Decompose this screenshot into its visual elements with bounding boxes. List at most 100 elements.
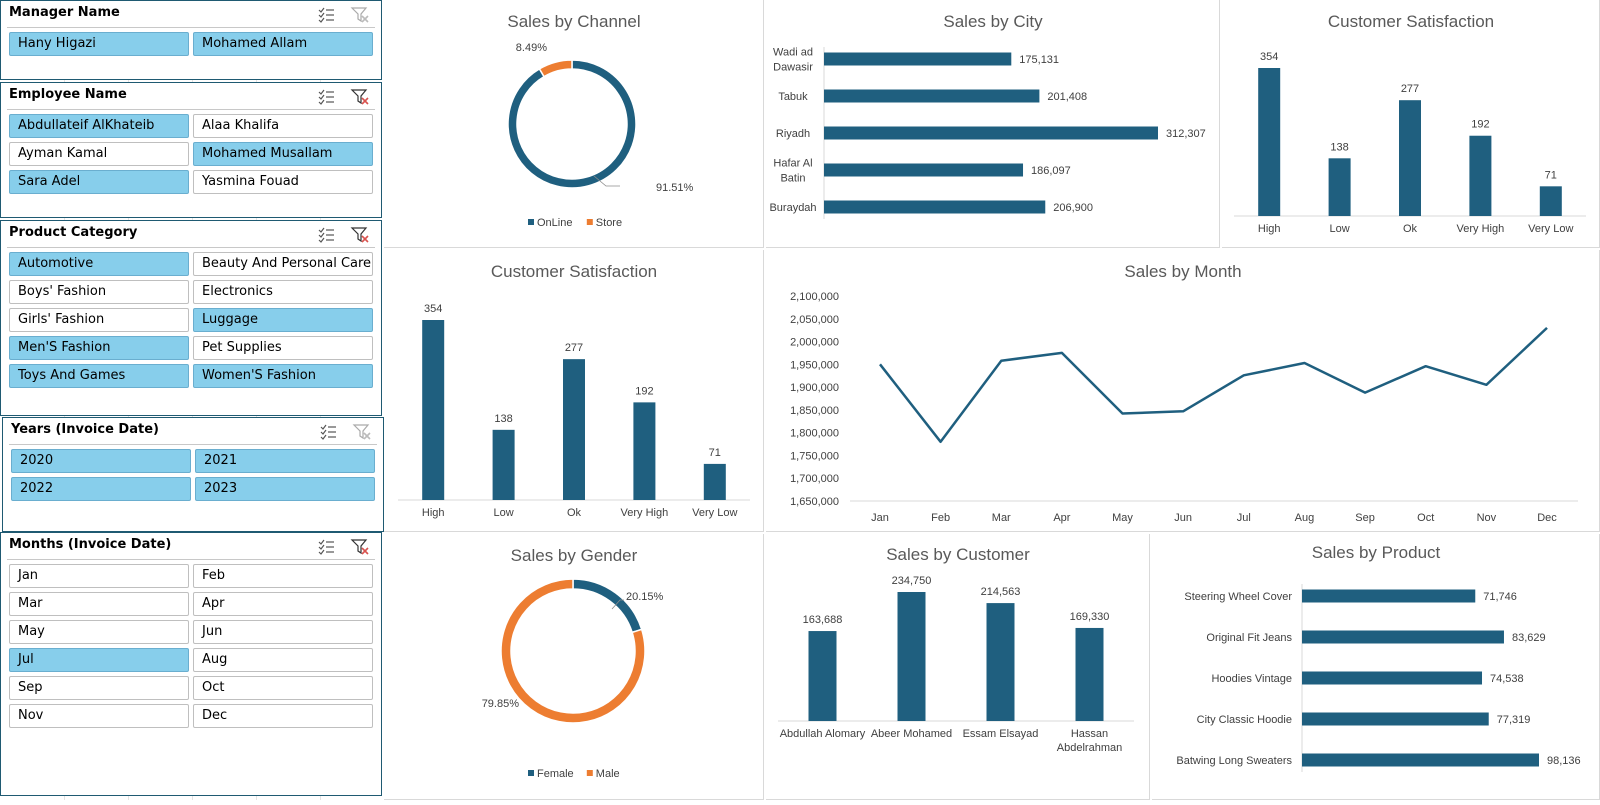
slicer-item[interactable]: Aug bbox=[193, 648, 373, 672]
slicer-item[interactable]: Electronics bbox=[193, 280, 373, 304]
slicer-item[interactable]: 2023 bbox=[195, 477, 375, 501]
slicer-item[interactable]: Toys And Games bbox=[9, 364, 189, 388]
pie-slice[interactable] bbox=[572, 578, 643, 634]
clear-cross bbox=[361, 97, 369, 105]
bar[interactable] bbox=[703, 463, 726, 500]
slicer-item[interactable]: Automotive bbox=[9, 252, 189, 276]
slicer-item[interactable]: 2020 bbox=[11, 449, 191, 473]
x-tick-label: Oct bbox=[1417, 512, 1434, 524]
slicer-item[interactable]: Nov bbox=[9, 704, 189, 728]
slicer-item[interactable]: Girls' Fashion bbox=[9, 308, 189, 332]
slicer-item[interactable]: Sara Adel bbox=[9, 170, 189, 194]
bar[interactable] bbox=[1539, 186, 1562, 216]
y-tick-label: 1,700,000 bbox=[790, 473, 839, 485]
bar[interactable] bbox=[1302, 753, 1539, 767]
multi-select-icon[interactable] bbox=[318, 539, 334, 555]
bar[interactable] bbox=[824, 89, 1040, 103]
check-mark bbox=[318, 12, 325, 18]
slicer-item[interactable]: Women'S Fashion bbox=[193, 364, 373, 388]
clear-filter-icon[interactable] bbox=[350, 7, 369, 23]
clear-filter-icon[interactable] bbox=[350, 539, 369, 555]
bar[interactable] bbox=[1399, 100, 1421, 216]
slicer-item[interactable]: Pet Supplies bbox=[193, 336, 373, 360]
bar[interactable] bbox=[824, 200, 1046, 214]
slicer-product-category: Product Category Automotive Beauty And Pe… bbox=[0, 220, 382, 416]
x-tick-label: Nov bbox=[1477, 512, 1497, 524]
check-mark bbox=[320, 429, 327, 435]
bar[interactable] bbox=[824, 163, 1024, 177]
slicer-item[interactable]: Abdullateif AlKhateib bbox=[9, 114, 189, 138]
clear-filter-icon[interactable] bbox=[350, 227, 369, 243]
funnel-shape bbox=[350, 539, 368, 555]
bar[interactable] bbox=[1075, 627, 1104, 721]
bar[interactable] bbox=[1469, 135, 1492, 216]
pie-slice[interactable] bbox=[538, 59, 573, 78]
slicer-item[interactable]: Luggage bbox=[193, 308, 373, 332]
clear-filter-icon[interactable] bbox=[350, 89, 369, 105]
slicer-item[interactable]: Mohamed Musallam bbox=[193, 142, 373, 166]
slicer-item[interactable]: 2021 bbox=[195, 449, 375, 473]
slicer-item[interactable]: May bbox=[9, 620, 189, 644]
tick-label: Low bbox=[1330, 223, 1350, 235]
series-line[interactable] bbox=[879, 326, 1548, 444]
divider bbox=[7, 247, 375, 248]
bar[interactable] bbox=[563, 359, 585, 500]
clear-filter-icon[interactable] bbox=[352, 424, 371, 440]
x-tick-label: Feb bbox=[931, 512, 950, 524]
bar[interactable] bbox=[808, 631, 837, 721]
bar[interactable] bbox=[1328, 158, 1351, 216]
tick-label: Steering Wheel Cover bbox=[1184, 591, 1292, 603]
slicer-item[interactable]: Beauty And Personal Care bbox=[193, 252, 373, 276]
multi-select-icon[interactable] bbox=[320, 424, 336, 440]
slicer-item[interactable]: 2022 bbox=[11, 477, 191, 501]
bar[interactable] bbox=[1302, 630, 1504, 644]
bar[interactable] bbox=[897, 592, 926, 721]
bar[interactable] bbox=[422, 320, 445, 500]
slicer-item[interactable]: Hany Higazi bbox=[9, 32, 189, 56]
slicer-item[interactable]: Sep bbox=[9, 676, 189, 700]
check-mark bbox=[318, 549, 325, 555]
slicer-item[interactable]: Dec bbox=[193, 704, 373, 728]
x-tick-label: Jan bbox=[871, 512, 889, 524]
slicer-item[interactable]: Jun bbox=[193, 620, 373, 644]
bar[interactable] bbox=[1302, 712, 1489, 726]
pie-slice[interactable] bbox=[500, 578, 646, 724]
tick-label: Batin bbox=[780, 173, 805, 185]
slicer-item[interactable]: Oct bbox=[193, 676, 373, 700]
slicer-item[interactable]: Yasmina Fouad bbox=[193, 170, 373, 194]
slicer-items: Hany Higazi Mohamed Allam bbox=[9, 32, 373, 56]
multi-select-icon[interactable] bbox=[318, 89, 334, 105]
bar[interactable] bbox=[824, 126, 1158, 140]
slicer-item[interactable]: Mohamed Allam bbox=[193, 32, 373, 56]
pie-slice[interactable] bbox=[507, 59, 637, 189]
bar[interactable] bbox=[492, 429, 515, 500]
bar[interactable] bbox=[1302, 671, 1483, 685]
y-tick-label: 1,800,000 bbox=[790, 428, 839, 440]
chart-sales-by-city: Sales by City 175,131 Wadi ad Dawasir 201,40… bbox=[766, 0, 1220, 248]
legend-swatch bbox=[528, 770, 534, 776]
bar[interactable] bbox=[1258, 68, 1281, 216]
slicer-item[interactable]: Alaa Khalifa bbox=[193, 114, 373, 138]
slicer-item[interactable]: Feb bbox=[193, 564, 373, 588]
multi-select-icon[interactable] bbox=[318, 227, 334, 243]
multi-select-icon[interactable] bbox=[318, 7, 334, 23]
slicer-item[interactable]: Jan bbox=[9, 564, 189, 588]
bar[interactable] bbox=[633, 402, 656, 500]
bar[interactable] bbox=[824, 52, 1012, 66]
tick-label: Buraydah bbox=[769, 202, 816, 214]
slicer-item[interactable]: Jul bbox=[9, 648, 189, 672]
slicer-item[interactable]: Men'S Fashion bbox=[9, 336, 189, 360]
slicer-item[interactable]: Ayman Kamal bbox=[9, 142, 189, 166]
data-label: 192 bbox=[1471, 119, 1489, 131]
slicer-item[interactable]: Boys' Fashion bbox=[9, 280, 189, 304]
chart-customer-satisfaction-top: Customer Satisfaction 354 High 138 Low 277 Ok 1… bbox=[1222, 0, 1600, 248]
slicer-item[interactable]: Apr bbox=[193, 592, 373, 616]
check-mark bbox=[320, 424, 327, 430]
divider bbox=[7, 559, 375, 560]
legend-entry: Male bbox=[596, 768, 620, 780]
x-tick-label: Aug bbox=[1295, 512, 1315, 524]
slicer-item[interactable]: Mar bbox=[9, 592, 189, 616]
slicer-months: Months (Invoice Date) Jan Feb Mar Apr May Jun… bbox=[0, 532, 382, 796]
bar[interactable] bbox=[1302, 589, 1476, 603]
bar[interactable] bbox=[986, 603, 1015, 721]
